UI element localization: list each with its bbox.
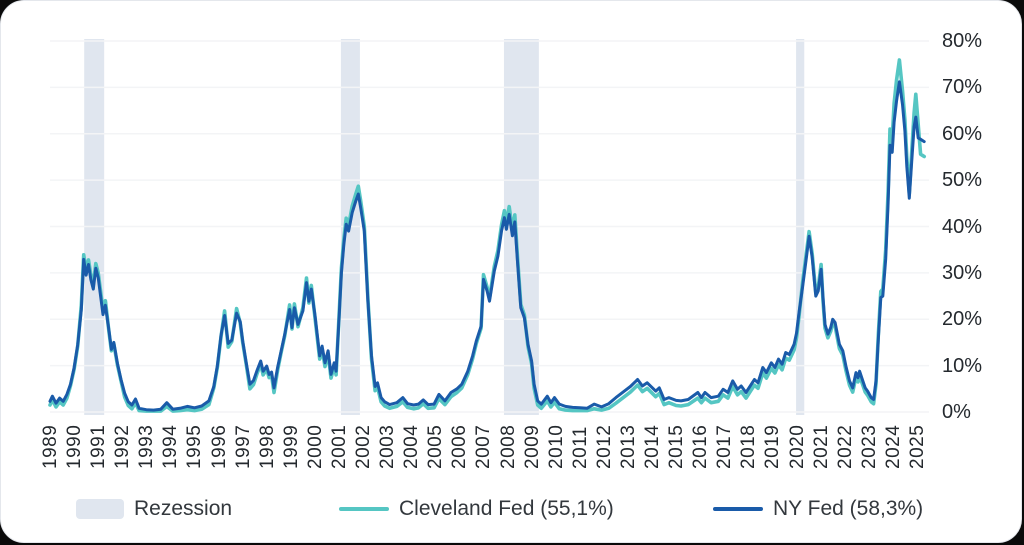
legend-item-recession[interactable]: Rezession [76, 489, 232, 529]
x-tick-label: 2018 [738, 424, 760, 469]
x-tick-label: 2013 [617, 424, 639, 469]
x-tick-label: 2011 [569, 426, 591, 469]
legend: Rezession Cleveland Fed (55,1%) NY Fed (… [1, 489, 1024, 529]
x-tick-label: 1997 [232, 424, 254, 469]
x-tick-label: 2004 [401, 424, 423, 469]
x-tick-label: 2010 [545, 424, 567, 469]
x-tick-label: 2001 [328, 424, 350, 469]
cleveland-line-swatch [339, 507, 389, 511]
x-tick-label: 1989 [40, 424, 61, 469]
ny-fed-line-swatch [713, 507, 763, 511]
x-tick-label: 2022 [834, 424, 856, 469]
y-tick-label: 0% [942, 401, 971, 423]
y-tick-label: 10% [942, 354, 983, 377]
series-line-ny-fed [48, 80, 926, 412]
x-tick-label: 1999 [280, 424, 302, 469]
x-tick-label: 2019 [762, 424, 784, 469]
x-tick-label: 1990 [64, 424, 86, 469]
x-tick-label: 2006 [449, 424, 471, 469]
recession-band-swatch [76, 499, 124, 519]
x-tick-label: 1991 [88, 424, 110, 469]
y-tick-label: 20% [942, 308, 983, 331]
y-tick-label: 40% [942, 215, 983, 238]
x-tick-label: 1993 [136, 424, 158, 469]
legend-item-ny-fed[interactable]: NY Fed (58,3%) [713, 489, 923, 529]
legend-item-cleveland-fed[interactable]: Cleveland Fed (55,1%) [339, 489, 614, 529]
x-tick-label: 2007 [473, 424, 495, 469]
legend-label-cleveland-fed: Cleveland Fed (55,1%) [399, 497, 614, 520]
x-tick-label: 2023 [858, 424, 880, 469]
x-tick-label: 2009 [521, 424, 543, 469]
x-tick-label: 2015 [666, 424, 688, 469]
x-tick-label: 2020 [786, 424, 808, 469]
legend-label-recession: Rezession [134, 497, 233, 520]
x-tick-label: 2017 [714, 424, 736, 469]
y-tick-label: 30% [942, 261, 983, 284]
recession-probability-line-chart [48, 39, 929, 415]
x-tick-label: 1996 [208, 424, 230, 469]
x-tick-label: 2021 [810, 424, 832, 469]
x-tick-label: 2024 [882, 424, 904, 469]
x-tick-label: 2014 [642, 424, 664, 469]
series-line-cleveland-fed [48, 58, 927, 413]
x-tick-label: 2016 [690, 424, 712, 469]
x-tick-label: 2002 [353, 424, 375, 469]
y-tick-label: 80% [942, 30, 983, 52]
y-tick-label: 50% [942, 169, 983, 192]
x-tick-label: 2025 [906, 424, 928, 469]
x-tick-label: 2000 [304, 424, 326, 469]
x-tick-label: 1992 [112, 424, 134, 469]
x-tick-label: 2008 [497, 424, 519, 469]
y-tick-label: 60% [942, 122, 983, 145]
x-tick-label: 1998 [256, 424, 278, 469]
x-tick-label: 2005 [425, 424, 447, 469]
y-tick-label: 70% [942, 76, 983, 99]
x-tick-label: 2012 [593, 424, 615, 469]
legend-label-ny-fed: NY Fed (58,3%) [773, 497, 924, 520]
x-tick-label: 1995 [184, 424, 206, 469]
x-tick-label: 2003 [377, 424, 399, 469]
x-tick-label: 1994 [160, 424, 182, 469]
